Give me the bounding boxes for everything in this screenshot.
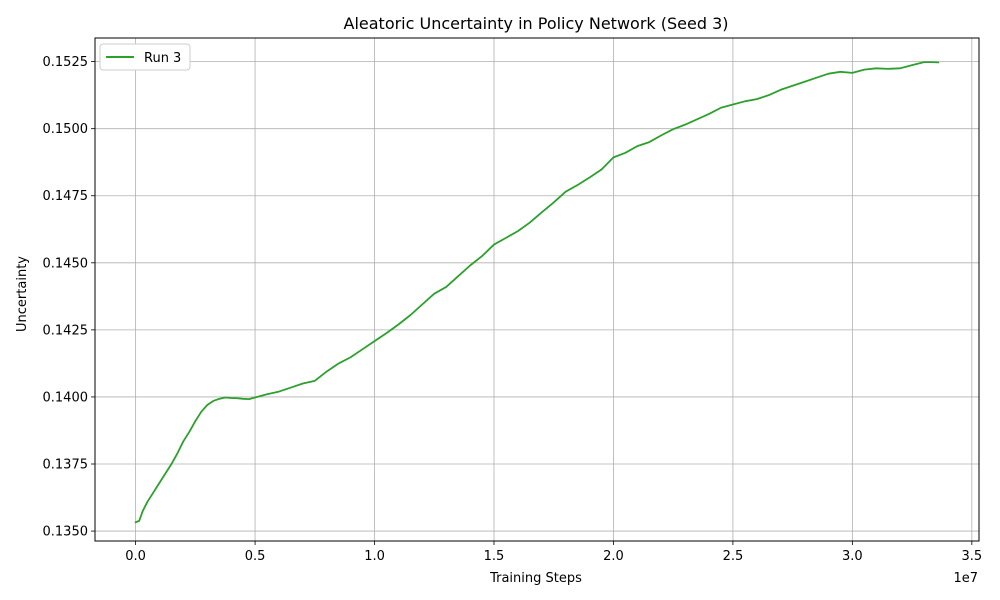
series-line-run-3 [134,61,940,524]
x-axis-title: Training Steps [489,571,582,586]
x-tick-label: 0.5 [245,549,266,564]
grid [95,38,979,541]
y-axis-title: Uncertainty [15,256,30,332]
plot-frame [94,37,980,542]
x-axis-offset-label: 1e7 [953,571,978,586]
y-tick-label: 0.1425 [43,323,89,338]
x-tick-label: 2.5 [723,549,744,564]
y-tick-label: 0.1350 [43,525,89,540]
x-tick-label: 0.0 [125,549,146,564]
legend-box [99,43,191,71]
y-tick-label: 0.1450 [43,256,89,271]
y-tick-label: 0.1400 [43,390,89,405]
y-tick-label: 0.1375 [43,458,89,473]
y-tick-label: 0.1475 [43,189,89,204]
series-layer [134,61,940,524]
chart-title: Aleatoric Uncertainty in Policy Network … [344,14,729,33]
x-tick-label: 1.0 [364,549,385,564]
y-tick-label: 0.1525 [43,55,89,70]
x-tick-label: 1.5 [484,549,505,564]
y-tick-label: 0.1500 [43,122,89,137]
ticks: 0.0 0.5 1.0 1.5 2.0 2.5 3.0 3.5 0.1350 0.1375 0.14… [43,55,983,564]
x-tick-label: 2.0 [603,549,624,564]
x-tick-label: 3.0 [842,549,863,564]
legend: Run 3 [99,43,191,71]
x-tick-label: 3.5 [961,549,982,564]
legend-label-run-3: Run 3 [144,51,181,66]
